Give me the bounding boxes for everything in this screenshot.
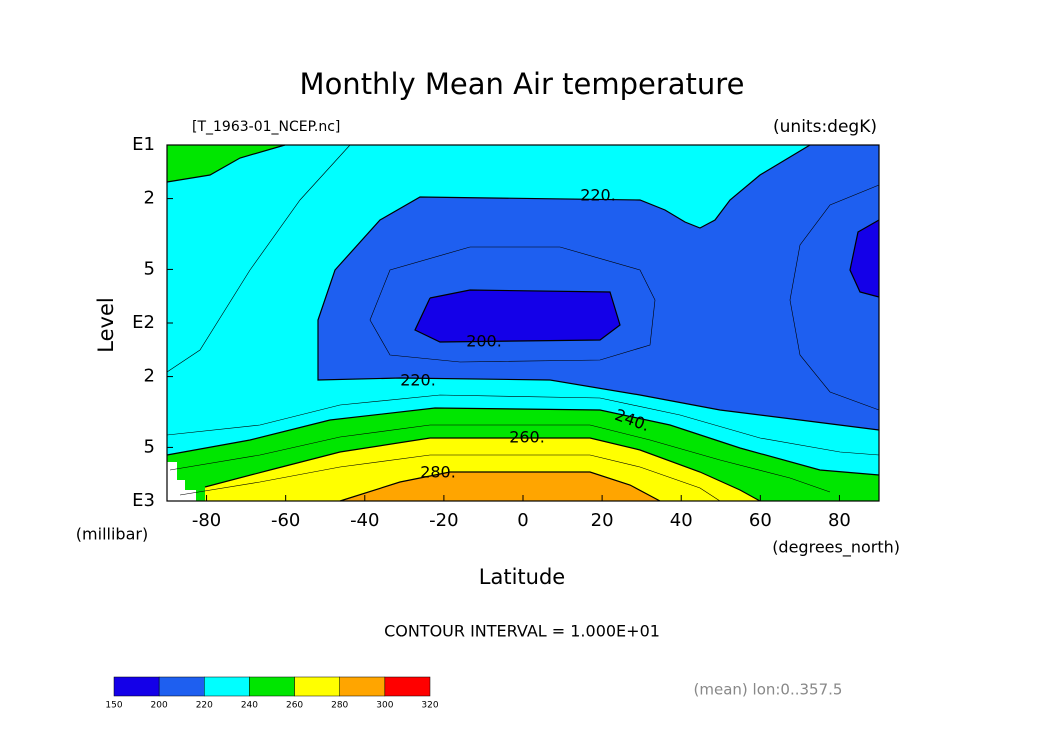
colorbar-swatch xyxy=(384,676,431,697)
colorbar-swatch xyxy=(339,676,386,697)
y-tick-label: E2 xyxy=(132,312,155,333)
colorbar-swatch xyxy=(204,676,250,697)
x-unit: (degrees_north) xyxy=(772,538,900,558)
contour-label: 260. xyxy=(509,428,545,447)
colorbar-label: 260 xyxy=(286,701,303,711)
contour-line xyxy=(166,394,880,456)
y-tick-label: 5 xyxy=(144,436,155,457)
y-tick-label: 5 xyxy=(144,258,155,279)
contour-line xyxy=(339,471,661,502)
contour-band xyxy=(167,145,879,501)
colorbar-label: 200 xyxy=(151,701,168,711)
contour-interval: CONTOUR INTERVAL = 1.000E+01 xyxy=(384,622,660,641)
contour-band xyxy=(415,290,620,342)
colorbar-label: 220 xyxy=(196,701,213,711)
x-tick-label: 20 xyxy=(591,510,614,531)
contour-line xyxy=(414,289,621,343)
y-tick-label: 2 xyxy=(144,188,155,209)
contour-label: 220. xyxy=(400,371,436,390)
chart-title: Monthly Mean Air temperature xyxy=(300,67,745,101)
x-tick-label: -80 xyxy=(192,510,221,531)
contour-label: 220. xyxy=(580,186,616,205)
y-axis-label: Level xyxy=(94,297,118,352)
x-tick-label: -20 xyxy=(429,510,458,531)
x-tick-label: -40 xyxy=(350,510,379,531)
colorbar-swatch xyxy=(158,676,205,697)
colorbar-label: 150 xyxy=(105,701,122,711)
colorbar-label: 280 xyxy=(331,701,348,711)
missing-data xyxy=(167,462,196,501)
x-tick-label: 60 xyxy=(749,510,772,531)
contour-line xyxy=(179,454,721,502)
x-tick-label: 40 xyxy=(670,510,693,531)
colorbar-label: 320 xyxy=(421,701,438,711)
contour-line xyxy=(169,424,831,493)
colorbar-swatch xyxy=(294,676,340,697)
contour-line xyxy=(166,144,351,373)
x-tick-label: -60 xyxy=(271,510,300,531)
y-tick-label: 2 xyxy=(144,366,155,387)
contour-line xyxy=(204,437,761,502)
contour-line xyxy=(849,219,880,298)
x-axis-label: Latitude xyxy=(479,565,565,589)
y-tick-label: E3 xyxy=(132,490,155,511)
footnote: (mean) lon:0..357.5 xyxy=(694,681,843,699)
colorbar-swatch xyxy=(249,676,295,697)
colorbar-label: 300 xyxy=(376,701,393,711)
colorbar-label: 240 xyxy=(241,701,258,711)
contour-line xyxy=(789,184,880,411)
contour-label: 200. xyxy=(466,332,502,351)
x-tick-label: 80 xyxy=(828,510,851,531)
units: (units:degK) xyxy=(773,117,877,137)
contour-line xyxy=(317,144,880,431)
contour-band xyxy=(167,145,285,182)
y-unit: (millibar) xyxy=(76,525,148,544)
contour-line xyxy=(369,246,656,363)
contour-band xyxy=(850,220,879,297)
contour-band xyxy=(340,472,660,501)
contour-line xyxy=(166,144,286,183)
contour-label: 280. xyxy=(420,463,456,482)
plot-area xyxy=(166,144,880,502)
x-tick-label: 0 xyxy=(517,510,528,531)
colorbar-swatch xyxy=(113,676,160,697)
subtitle: [T_1963-01_NCEP.nc] xyxy=(192,119,340,135)
y-tick-label: E1 xyxy=(132,134,155,155)
contour-line xyxy=(166,407,880,476)
